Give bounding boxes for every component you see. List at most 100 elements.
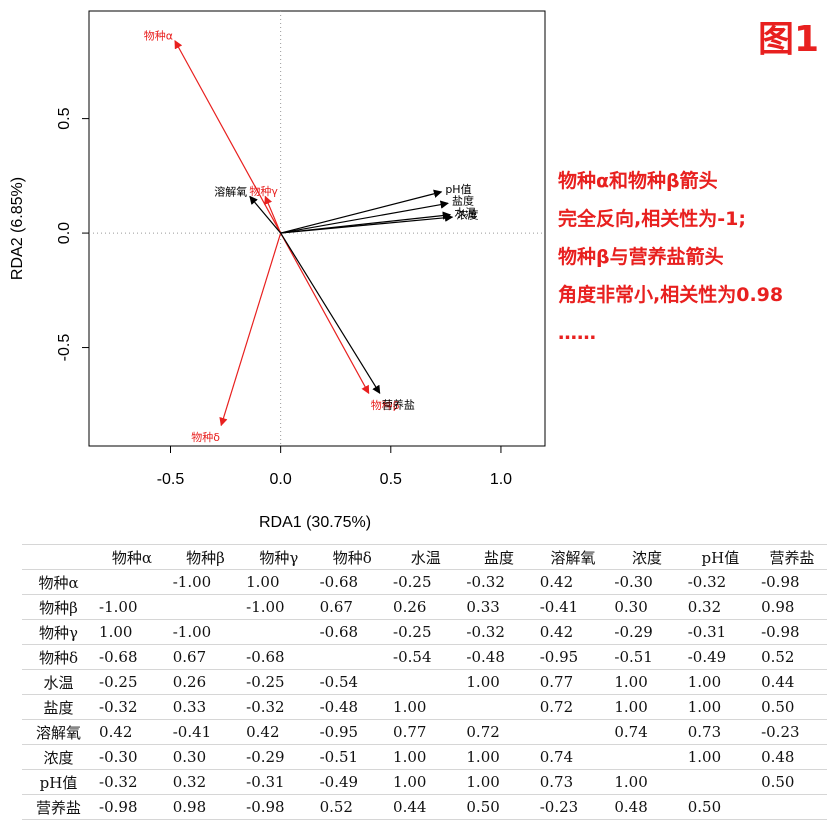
table-cell: 0.72 [462, 719, 536, 745]
arrow [219, 232, 282, 427]
table-cell: 0.48 [757, 744, 827, 770]
table-cell: 0.48 [610, 794, 684, 820]
arrow-label: 水温 [454, 206, 476, 219]
table-cell: 0.77 [389, 719, 463, 745]
table-cell [462, 694, 536, 720]
table-cell: 0.73 [683, 719, 758, 745]
arrow [280, 211, 452, 234]
arrow [264, 195, 282, 234]
table-cell: -0.25 [389, 619, 463, 645]
arrow-label: 物种δ [191, 430, 220, 444]
table-cell: -0.54 [389, 644, 463, 670]
annotation-line: …… [558, 322, 596, 344]
table-cell [389, 669, 463, 695]
table-cell: 0.44 [757, 669, 827, 695]
table-cell: -1.00 [168, 619, 243, 645]
table-cell: -0.30 [95, 744, 169, 770]
table-cell: 0.26 [168, 669, 243, 695]
table-cell: 0.42 [95, 719, 169, 745]
arrow-label: 溶解氧 [214, 184, 247, 198]
table-cell: -0.25 [242, 669, 316, 695]
column-header: 水温 [389, 544, 463, 570]
table-cell [610, 744, 684, 770]
table-cell: 1.00 [389, 769, 463, 795]
table-cell: -0.49 [683, 644, 758, 670]
arrow [280, 232, 370, 395]
arrow-label: 物种γ [249, 184, 278, 198]
table-cell: -0.49 [315, 769, 390, 795]
table-cell: -0.25 [389, 569, 463, 595]
column-header: pH值 [683, 544, 758, 570]
arrow-label: 物种β [371, 398, 400, 412]
table-cell: 0.67 [168, 644, 243, 670]
table-cell: -0.32 [95, 694, 169, 720]
y-axis-title: RDA2 (6.85%) [9, 177, 26, 280]
row-header: 水温 [22, 669, 96, 695]
table-cell: 0.77 [535, 669, 611, 695]
table-cell: 0.98 [168, 794, 243, 820]
table-cell: 0.52 [315, 794, 390, 820]
table-cell: 0.32 [683, 594, 758, 620]
table-cell: -0.29 [242, 744, 316, 770]
arrow-label: 物种α [144, 28, 173, 42]
row-header: 营养盐 [22, 794, 96, 820]
figure-label: 图1 [757, 19, 819, 60]
annotation-line: 完全反向,相关性为-1; [558, 208, 746, 230]
table-cell: -0.32 [683, 569, 758, 595]
table-cell: -0.68 [315, 569, 390, 595]
table-cell: -0.68 [95, 644, 169, 670]
table-cell [95, 569, 169, 595]
table-cell: 1.00 [389, 694, 463, 720]
table-cell: 0.50 [683, 794, 758, 820]
table-row: 溶解氧 0.42 -0.41 0.42 -0.95 0.77 0.72 0.74 0.73 -0.… [22, 719, 827, 745]
table-cell: 1.00 [462, 669, 536, 695]
table-cell: -0.41 [168, 719, 243, 745]
table-row: pH值 -0.32 0.32 -0.31 -0.49 1.00 1.00 0.73 1.00 0.… [22, 769, 827, 795]
table-cell [315, 644, 390, 670]
table-cell: -0.32 [242, 694, 316, 720]
table-row: 物种δ -0.68 0.67 -0.68 -0.54 -0.48 -0.95 -0.51 -0.… [22, 644, 827, 670]
arrow [280, 200, 449, 234]
table-cell: 0.50 [757, 694, 827, 720]
table-cell: 0.72 [535, 694, 611, 720]
arrow-label: 盐度 [452, 194, 474, 208]
table-cell: 1.00 [683, 694, 758, 720]
table-cell: -0.32 [95, 769, 169, 795]
table-cell: -0.54 [315, 669, 390, 695]
table-cell: 1.00 [610, 769, 684, 795]
arrow [249, 195, 282, 234]
row-header: 盐度 [22, 694, 96, 720]
table-cell: 1.00 [610, 669, 684, 695]
x-axis-title: RDA1 (30.75%) [259, 514, 371, 531]
x-tick-label: -0.5 [157, 471, 185, 488]
rda-biplot: -0.5 0.0 0.5 1.0 -0.5 0.0 0.5 RDA1 (30.75%) RDA2… [9, 10, 546, 531]
table-cell: -0.25 [95, 669, 169, 695]
table-cell: 0.44 [389, 794, 463, 820]
table-row: 物种γ 1.00 -1.00 -0.68 -0.25 -0.32 0.42 -0.29 -0.3… [22, 619, 827, 645]
column-header: 物种δ [315, 544, 390, 570]
table-cell: 0.32 [168, 769, 243, 795]
table-cell: -0.32 [462, 619, 536, 645]
row-header: 物种β [22, 594, 96, 620]
table-row: 营养盐 -0.98 0.98 -0.98 0.52 0.44 0.50 -0.23 0.48 0.… [22, 794, 827, 820]
table-cell [242, 619, 316, 645]
y-tick-label: 0.0 [56, 222, 73, 244]
table-row: 物种α -1.00 1.00 -0.68 -0.25 -0.32 0.42 -0.30 -0.3… [22, 569, 827, 595]
column-header: 物种α [95, 544, 169, 570]
table-cell: 0.42 [535, 569, 611, 595]
table-cell [757, 794, 827, 820]
table-cell: 0.30 [610, 594, 684, 620]
annotation-line: 角度非常小,相关性为0.98 [558, 284, 784, 306]
table-cell: 0.50 [462, 794, 536, 820]
table-cell: 0.52 [757, 644, 827, 670]
table-cell: -1.00 [95, 594, 169, 620]
table-cell: -0.68 [315, 619, 390, 645]
row-header: 物种γ [22, 619, 96, 645]
table-header-row: 物种α 物种β 物种γ 物种δ 水温 盐度 溶解氧 浓度 pH值 营养盐 [22, 544, 827, 570]
table-cell: 0.42 [242, 719, 316, 745]
arrow-label: 营养盐 [382, 398, 415, 412]
table-cell: -0.41 [535, 594, 611, 620]
table-cell: 0.73 [535, 769, 611, 795]
table-cell: 1.00 [683, 669, 758, 695]
table-cell: -0.68 [242, 644, 316, 670]
